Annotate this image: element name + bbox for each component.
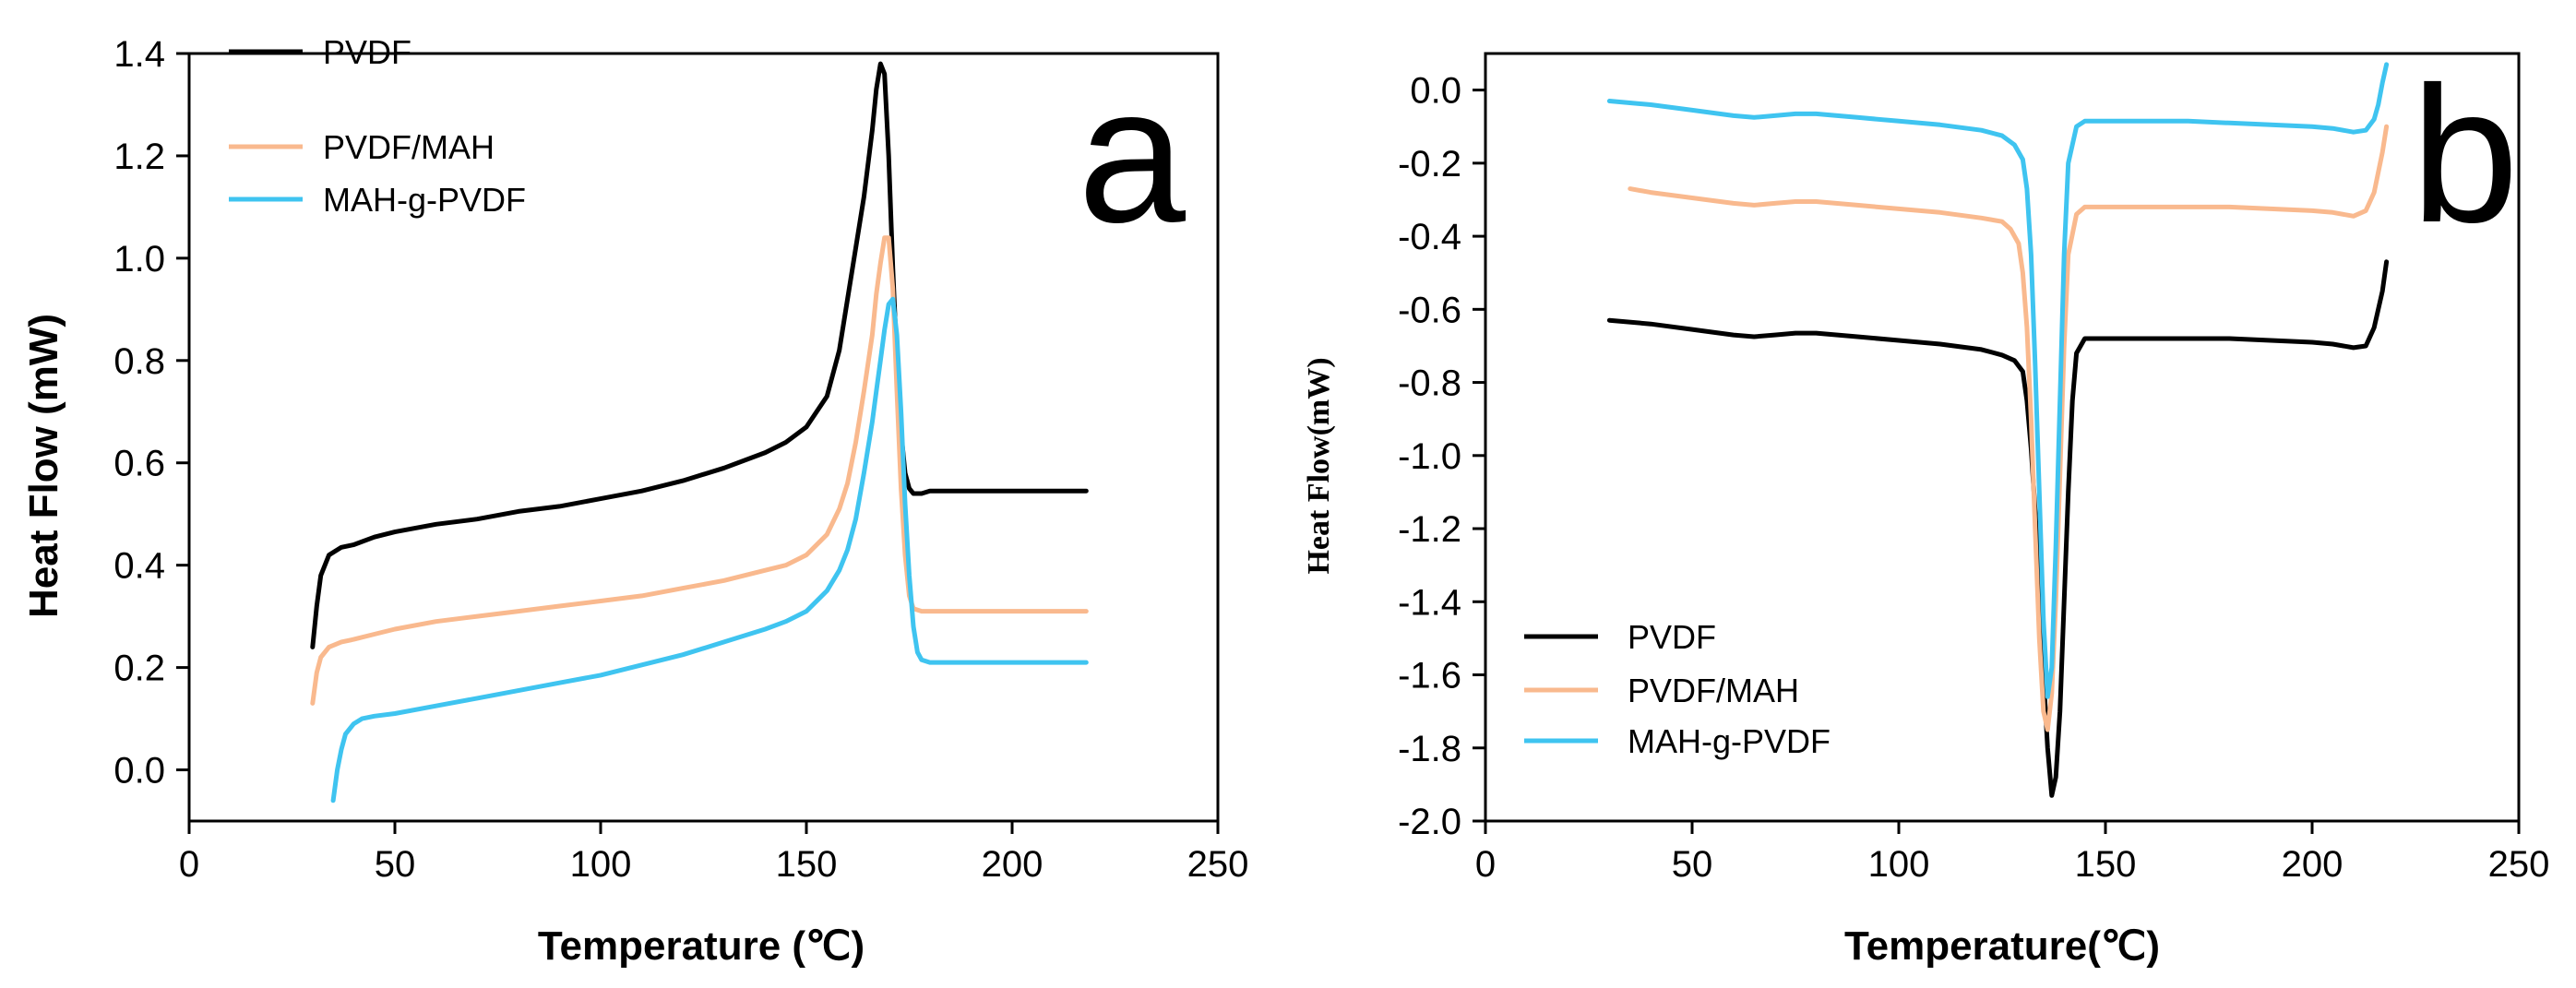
panel-b-plot-frame	[1484, 52, 2521, 823]
panel-a-x-tick-label: 0	[179, 844, 199, 885]
panel-b-y-tick-label: -0.6	[1398, 290, 1461, 330]
panel-b-x-tick-label: 250	[2488, 844, 2550, 885]
panel-a-y-tick-label: 0.2	[113, 649, 165, 689]
panel-b-y-tick-label: 0.0	[1410, 71, 1461, 112]
panel-a-legend-label-pvdf-mah: PVDF/MAH	[323, 128, 495, 166]
panel-a-x-tick-label: 150	[776, 844, 838, 885]
panel-b-y-tick-label: -0.4	[1398, 217, 1461, 257]
panel-b-legend-label-mah-g-pvdf: MAH-g-PVDF	[1628, 722, 1831, 760]
panel-a-legend-label-pvdf: PVDF	[323, 33, 411, 71]
panel-a-y-tick-label: 1.4	[113, 34, 165, 75]
panel-b-y-tick-label: -1.2	[1398, 509, 1461, 550]
panel-b-series-pvdf-mah	[1628, 124, 2390, 732]
panel-b-y-tick-label: -1.8	[1398, 729, 1461, 769]
panel-a-y-tick-label: 0.8	[113, 341, 165, 382]
panel-b-y-tick-label: -1.6	[1398, 656, 1461, 696]
panel-b-x-tick-label: 50	[1672, 844, 1713, 885]
panel-a-legend: PVDF PVDF/MAH MAH-g-PVDF	[229, 33, 526, 219]
panel-b-legend-label-pvdf: PVDF	[1628, 618, 1716, 656]
panel-b-series-layer	[1606, 62, 2390, 798]
panel-a-x-tick-label: 100	[570, 844, 632, 885]
panel-b-x-tick-label: 200	[2282, 844, 2343, 885]
panel-b-x-tick-label: 100	[1868, 844, 1930, 885]
panel-a-y-tick-label: 1.0	[113, 239, 165, 280]
panel-a-x-tick-label: 200	[982, 844, 1044, 885]
panel-b-legend: PVDF PVDF/MAH MAH-g-PVDF	[1524, 618, 1831, 760]
panel-a-series-layer	[310, 61, 1089, 803]
panel-a-series-mah-g-pvdf	[330, 296, 1089, 803]
panel-a-y-tick-label: 0.0	[113, 751, 165, 792]
panel-a-ticks-layer: 0 50 100 150 200 250 0.0 0.2 0.4 0.6 0.8 1.0 1.2 1.4	[113, 34, 1248, 885]
panel-a-label: a	[1078, 46, 1186, 263]
panel-a-y-tick-label: 1.2	[113, 137, 165, 177]
panel-a-chart: 0 50 100 150 200 2500.00.20.40.60.81.01.21.4 …	[21, 33, 1248, 969]
panel-b-y-axis-title: Heat Flow(mW)	[1302, 357, 1336, 574]
panel-b-series-pvdf	[1606, 259, 2390, 798]
panel-b-ticks-layer: 0 50 100 150 200 250 0.0 -0.2 -0.4 -0.6 -0.8 -1.0 -1…	[1398, 71, 2549, 885]
panel-a-x-tick-label: 250	[1187, 844, 1249, 885]
panel-b-label: b	[2411, 46, 2519, 263]
panel-b-series-mah-g-pvdf	[1606, 62, 2390, 699]
panel-a-plot-frame	[187, 52, 1220, 823]
panel-b-y-tick-label: -0.2	[1398, 144, 1461, 185]
panel-b-x-tick-label: 150	[2075, 844, 2137, 885]
panel-b-x-tick-label: 0	[1475, 844, 1496, 885]
panel-a-x-axis-title: Temperature (℃)	[538, 923, 865, 969]
panel-a-legend-label-mah-g-pvdf: MAH-g-PVDF	[323, 181, 526, 219]
panel-a-x-tick-label: 50	[375, 844, 416, 885]
panel-b-y-tick-label: -1.4	[1398, 582, 1461, 623]
panel-b-chart: 0 50 100 150 200 250 0.0 -0.2 -0.4 -0.6 -0.8 -1.0 -1…	[1302, 46, 2549, 969]
panel-b-legend-label-pvdf-mah: PVDF/MAH	[1628, 672, 1799, 709]
panel-a-y-tick-label: 0.4	[113, 546, 165, 587]
panel-b-x-axis-title: Temperature(℃)	[1844, 923, 2160, 969]
panel-a-series-pvdf	[310, 61, 1089, 649]
panel-b-y-tick-label: -2.0	[1398, 802, 1461, 842]
panel-a-y-tick-label: 0.6	[113, 444, 165, 484]
panel-a-y-axis-title: Heat Flow (mW)	[21, 314, 66, 618]
panel-b-y-tick-label: -1.0	[1398, 436, 1461, 477]
panel-a-series-pvdf-mah	[310, 235, 1089, 706]
panel-b-y-tick-label: -0.8	[1398, 363, 1461, 404]
